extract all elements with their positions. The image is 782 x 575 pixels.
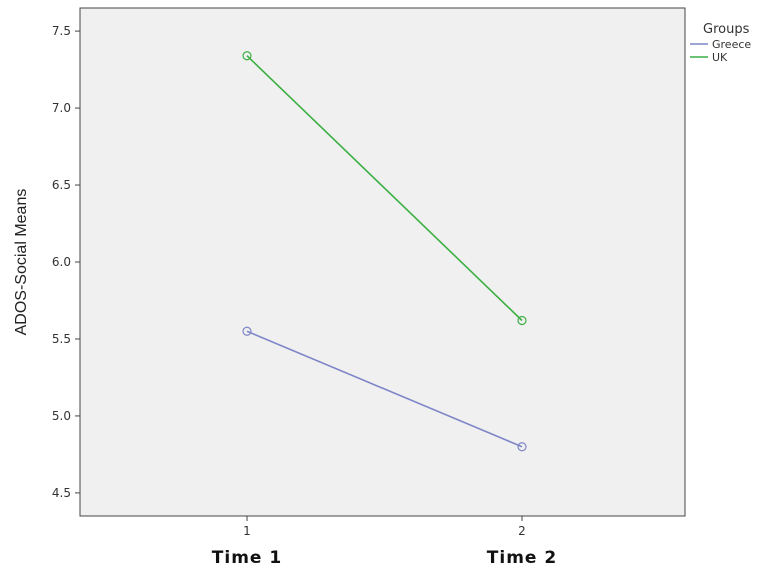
y-axis-label: ADOS-Social Means	[13, 189, 30, 336]
series-layer	[242, 51, 527, 452]
legend-title: Groups	[703, 22, 750, 37]
y-tick-label: 6.0	[52, 255, 71, 269]
x-axis: 1 Time 1 2 Time 2	[212, 516, 557, 568]
data-point	[242, 326, 252, 336]
data-point	[517, 315, 527, 326]
y-tick-label: 7.5	[52, 24, 71, 38]
y-tick-label: 6.5	[52, 178, 71, 192]
y-tick-label: 5.5	[52, 332, 71, 346]
series-line	[246, 330, 523, 448]
x-tick-label: 2	[518, 524, 526, 538]
y-axis: 4.5 5.0 5.5 6.0 6.5 7.0 7.5	[52, 24, 80, 500]
legend-label: Greece	[712, 38, 751, 51]
x-tick-label: 1	[243, 524, 251, 538]
legend-label: UK	[712, 51, 728, 64]
data-point	[242, 51, 252, 61]
x-category-label: Time 2	[487, 548, 557, 568]
y-tick-label: 5.0	[52, 409, 71, 423]
data-point	[517, 442, 527, 452]
x-category-label: Time 1	[212, 548, 282, 568]
series-line	[246, 55, 523, 322]
plot-area	[79, 7, 686, 517]
y-tick-label: 7.0	[52, 101, 71, 115]
y-tick-label: 4.5	[52, 486, 71, 500]
